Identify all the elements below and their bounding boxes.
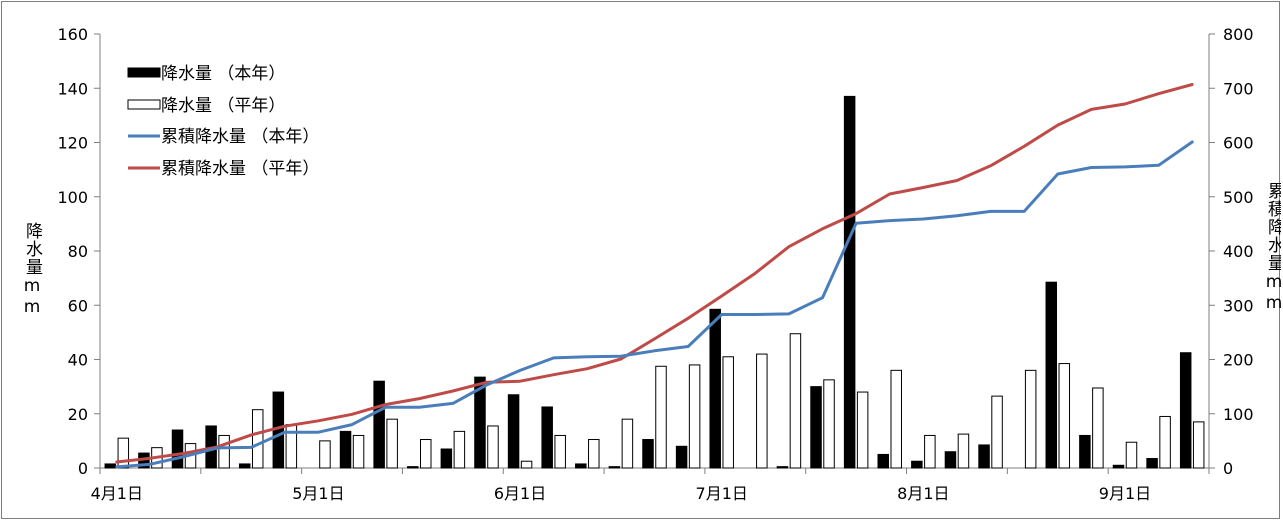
right-axis-ticks: 0 100 200 300 400 500 600 700 800	[1209, 25, 1254, 478]
bar-current-year	[575, 463, 587, 469]
legend-swatch-bar-normal	[127, 99, 161, 110]
x-tick-label: 6月1日	[494, 484, 546, 503]
bar-normal-year	[588, 439, 600, 469]
bar-normal-year	[756, 353, 768, 469]
right-tick-label: 700	[1223, 79, 1254, 98]
bar-current-year	[339, 430, 352, 469]
right-tick-label: 0	[1223, 459, 1233, 478]
bar-current-year	[1112, 464, 1125, 469]
bar-normal-year	[520, 460, 533, 469]
bar-normal-year	[957, 433, 970, 469]
bar-current-year	[1146, 458, 1158, 469]
bar-normal-year	[487, 425, 499, 469]
left-tick-label: 40	[68, 351, 88, 370]
bar-current-year	[978, 444, 990, 469]
bar-current-year	[373, 380, 385, 469]
right-tick-label: 800	[1223, 25, 1254, 44]
legend-swatch-bar-current	[127, 67, 161, 78]
left-tick-label: 140	[57, 79, 88, 98]
x-tick-label: 7月1日	[696, 484, 748, 503]
bar-normal-year	[1192, 421, 1205, 469]
right-tick-label: 200	[1223, 351, 1254, 370]
left-tick-label: 0	[78, 459, 88, 478]
bar-normal-year	[856, 391, 869, 469]
bars-group	[104, 95, 1205, 469]
bar-normal-year	[924, 434, 936, 469]
bar-normal-year	[420, 439, 432, 469]
bar-current-year	[709, 308, 721, 469]
legend-label-line-normal: 累積降水量 （平年）	[161, 159, 319, 179]
bar-normal-year	[688, 364, 701, 469]
bar-current-year	[440, 448, 453, 469]
right-tick-label: 500	[1223, 188, 1254, 207]
right-tick-label: 400	[1223, 242, 1254, 261]
bar-normal-year	[722, 356, 734, 469]
bar-normal-year	[621, 418, 634, 469]
left-tick-label: 60	[68, 296, 88, 315]
legend: 降水量 （本年） 降水量 （平年） 累積降水量 （本年） 累積降水量 （平年）	[127, 64, 319, 179]
legend-label-bar-current: 降水量 （本年）	[161, 64, 285, 84]
bar-normal-year	[453, 430, 466, 469]
bar-normal-year	[1125, 441, 1138, 469]
line-cumulative-current	[115, 140, 1194, 469]
bar-normal-year	[823, 379, 835, 469]
x-tick-label: 4月1日	[91, 484, 143, 503]
left-tick-label: 100	[57, 188, 88, 207]
bar-current-year	[1079, 434, 1091, 469]
bar-current-year	[407, 466, 419, 469]
bar-normal-year	[319, 440, 331, 469]
x-tick-label: 8月1日	[897, 484, 949, 503]
bar-current-year	[541, 406, 553, 469]
bar-normal-year	[554, 434, 566, 469]
bar-current-year	[810, 386, 822, 469]
bar-current-year	[104, 463, 117, 469]
legend-label-bar-normal: 降水量 （平年）	[161, 96, 285, 116]
right-tick-label: 100	[1223, 405, 1254, 424]
bar-current-year	[171, 429, 184, 469]
bar-current-year	[1045, 281, 1058, 469]
bar-current-year	[608, 466, 621, 469]
bar-normal-year	[890, 369, 902, 469]
bar-current-year	[776, 466, 789, 469]
bar-current-year	[642, 439, 654, 469]
bar-normal-year	[386, 418, 398, 469]
bar-normal-year	[789, 333, 802, 469]
bar-normal-year	[991, 395, 1003, 469]
left-axis-label: 降水量mm	[22, 222, 43, 318]
left-axis-ticks: 0 20 40 60 80 100 120 140 160	[57, 25, 100, 478]
bar-current-year	[474, 376, 486, 469]
bar-current-year	[877, 453, 889, 469]
right-tick-label: 300	[1223, 296, 1254, 315]
right-tick-label: 600	[1223, 134, 1254, 153]
bar-normal-year	[655, 365, 667, 469]
right-axis-label: 累積降水量mm	[1264, 182, 1281, 314]
bar-normal-year	[1159, 415, 1171, 469]
bar-normal-year	[1092, 387, 1104, 469]
bar-current-year	[944, 451, 957, 469]
legend-label-line-current: 累積降水量 （本年）	[161, 127, 319, 147]
bar-current-year	[843, 95, 856, 469]
bar-current-year	[911, 460, 923, 469]
bar-normal-year	[218, 434, 230, 469]
x-axis-ticks: 4月1日 5月1日 6月1日 7月1日 8月1日 9月1日	[91, 468, 1210, 503]
line-cumulative-normal	[115, 83, 1194, 464]
bar-normal-year	[117, 437, 130, 469]
left-tick-label: 160	[57, 25, 88, 44]
bar-normal-year	[1058, 363, 1071, 469]
bar-normal-year	[352, 434, 365, 469]
left-tick-label: 20	[68, 405, 88, 424]
lines-group	[115, 83, 1194, 469]
bar-current-year	[1179, 352, 1192, 469]
left-tick-label: 120	[57, 134, 88, 153]
bar-current-year	[507, 394, 520, 469]
bar-current-year	[675, 445, 688, 469]
x-tick-label: 9月1日	[1099, 484, 1151, 503]
bar-normal-year	[251, 409, 264, 469]
bar-current-year	[238, 463, 251, 469]
x-tick-label: 5月1日	[292, 484, 344, 503]
bar-normal-year	[1024, 369, 1037, 469]
left-tick-label: 80	[68, 242, 88, 261]
